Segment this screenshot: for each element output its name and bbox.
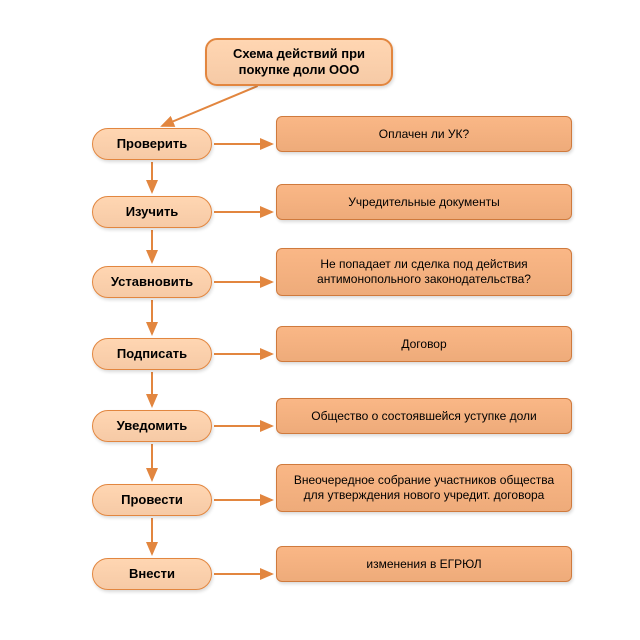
desc-node-5: Внеочередное собрание участников обществ… bbox=[276, 464, 572, 512]
desc-node-4: Общество о состоявшейся уступке доли bbox=[276, 398, 572, 434]
action-node-1: Изучить bbox=[92, 196, 212, 228]
desc-node-0: Оплачен ли УК? bbox=[276, 116, 572, 152]
action-node-4: Уведомить bbox=[92, 410, 212, 442]
action-node-3: Подписать bbox=[92, 338, 212, 370]
desc-node-2: Не попадает ли сделка под действия антим… bbox=[276, 248, 572, 296]
action-node-0: Проверить bbox=[92, 128, 212, 160]
flow-arrows bbox=[0, 0, 640, 640]
desc-node-1: Учредительные документы bbox=[276, 184, 572, 220]
action-node-6: Внести bbox=[92, 558, 212, 590]
action-node-2: Уставновить bbox=[92, 266, 212, 298]
action-node-5: Провести bbox=[92, 484, 212, 516]
desc-node-6: изменения в ЕГРЮЛ bbox=[276, 546, 572, 582]
desc-node-3: Договор bbox=[276, 326, 572, 362]
title-node: Схема действий при покупке доли ООО bbox=[205, 38, 393, 86]
